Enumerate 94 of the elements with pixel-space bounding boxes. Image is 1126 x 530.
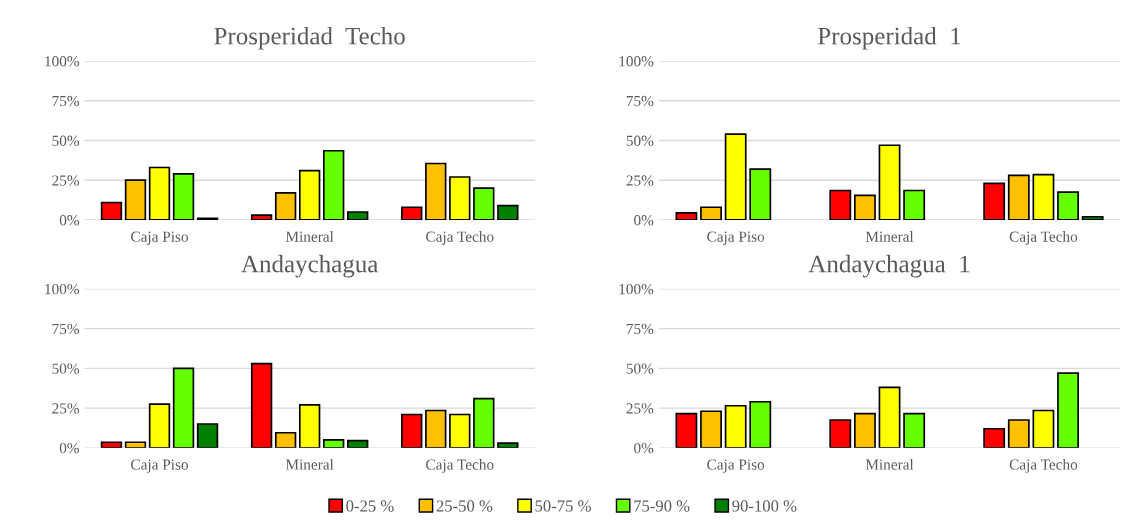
- bar: [983, 182, 1006, 220]
- y-tick-label: 100%: [45, 283, 80, 295]
- bar: [100, 441, 123, 448]
- bar: [449, 413, 471, 448]
- bar: [172, 367, 195, 448]
- bar: [829, 189, 852, 220]
- x-tick-label: Caja Piso: [131, 459, 188, 473]
- legend-label: 75-90 %: [634, 500, 690, 512]
- y-tick-label: 25%: [52, 175, 80, 186]
- y-tick-label: 100%: [45, 56, 80, 67]
- bar: [749, 400, 772, 448]
- x-tick-label: Caja Techo: [426, 458, 494, 473]
- x-tick-label: Caja Piso: [707, 459, 765, 473]
- x-tick-label: Mineral: [285, 231, 334, 242]
- bar: [250, 362, 273, 448]
- bar: [401, 413, 423, 448]
- x-tick-label: Caja Techo: [1009, 231, 1078, 245]
- y-tick-label: 75%: [626, 95, 654, 107]
- y-tick-label: 25%: [52, 403, 80, 414]
- bar: [1057, 191, 1079, 220]
- bar: [700, 206, 722, 220]
- bar: [497, 442, 519, 448]
- bar: [196, 423, 219, 448]
- chart-title: Andaychagua 1: [808, 254, 970, 278]
- bar: [100, 201, 123, 220]
- x-tick-label: Caja Techo: [1009, 458, 1078, 473]
- bar: [347, 211, 369, 220]
- y-tick-label: 50%: [626, 363, 654, 374]
- legend-label: 25-50 %: [436, 500, 493, 512]
- bar: [148, 403, 171, 448]
- y-tick-label: 75%: [52, 95, 80, 107]
- chart-title: Prosperidad 1: [818, 26, 961, 50]
- y-tick-label: 0%: [634, 442, 654, 454]
- y-tick-label: 75%: [52, 323, 80, 335]
- bar: [322, 149, 345, 220]
- bar: [724, 133, 747, 220]
- bar: [172, 173, 195, 220]
- x-tick-label: Caja Techo: [426, 231, 494, 245]
- y-tick-label: 50%: [52, 135, 80, 146]
- bar: [497, 204, 519, 220]
- bar: [903, 412, 926, 448]
- bar: [322, 439, 345, 448]
- y-tick-label: 50%: [52, 363, 80, 374]
- bar: [425, 162, 447, 220]
- bar: [449, 176, 471, 220]
- bar: [250, 214, 273, 220]
- legend-label: 50-75 %: [535, 500, 591, 512]
- legend-label: 90-100 %: [732, 500, 797, 512]
- bar: [903, 189, 926, 220]
- x-tick-label: Caja Piso: [131, 231, 188, 245]
- bar: [1007, 174, 1030, 220]
- y-tick-label: 0%: [59, 215, 80, 226]
- bar: [1057, 372, 1079, 448]
- bar: [124, 179, 147, 220]
- bar: [124, 441, 147, 448]
- bar: [724, 404, 747, 448]
- bar: [1032, 409, 1055, 448]
- bar: [425, 409, 447, 448]
- y-tick-label: 25%: [626, 175, 654, 186]
- bar: [829, 419, 852, 448]
- bar: [983, 427, 1006, 448]
- x-tick-label: Mineral: [865, 231, 914, 242]
- chart-title: Andaychagua: [241, 254, 379, 278]
- bar: [853, 194, 876, 220]
- bar: [473, 187, 495, 220]
- bar: [274, 431, 297, 448]
- x-tick-label: Mineral: [285, 458, 334, 470]
- x-tick-label: Caja Piso: [707, 231, 765, 245]
- y-tick-label: 100%: [619, 56, 654, 67]
- bar: [700, 410, 722, 448]
- bar: [1032, 173, 1055, 220]
- legend-label: 0-25 %: [346, 500, 394, 512]
- chart-title: Prosperidad Techo: [214, 26, 405, 50]
- bar: [298, 169, 321, 220]
- bar: [401, 206, 423, 220]
- bar: [1007, 419, 1030, 448]
- bar: [675, 412, 698, 448]
- bar: [853, 412, 876, 448]
- bar: [298, 404, 321, 448]
- bar: [675, 211, 698, 220]
- bar: [148, 166, 171, 220]
- bar: [274, 192, 297, 220]
- bar: [878, 386, 901, 448]
- bar: [473, 397, 495, 448]
- y-tick-label: 0%: [59, 442, 80, 454]
- bar: [878, 144, 901, 220]
- y-tick-label: 25%: [626, 403, 654, 414]
- y-tick-label: 0%: [634, 215, 654, 226]
- bar: [749, 168, 772, 220]
- bar: [1081, 215, 1104, 220]
- y-tick-label: 75%: [626, 323, 654, 335]
- y-tick-label: 100%: [619, 283, 654, 295]
- y-tick-label: 50%: [626, 135, 654, 146]
- x-tick-label: Mineral: [865, 458, 914, 470]
